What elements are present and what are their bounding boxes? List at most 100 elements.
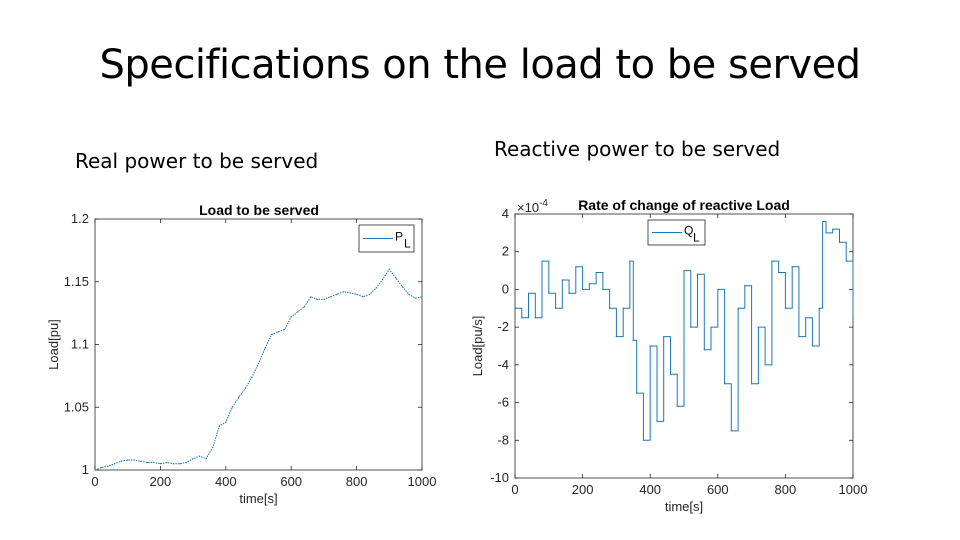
- data-point: [811, 345, 814, 347]
- data-point: [192, 458, 194, 460]
- data-point: [548, 292, 550, 294]
- data-point: [114, 463, 116, 465]
- data-point: [251, 376, 253, 378]
- data-point: [342, 291, 345, 293]
- data-point: [527, 292, 530, 294]
- legend-label: P: [395, 230, 403, 244]
- data-point: [649, 345, 651, 347]
- data-point: [297, 311, 299, 313]
- data-point: [218, 425, 220, 427]
- data-point: [94, 469, 96, 471]
- legend-label: Q: [684, 224, 693, 238]
- data-point: [791, 266, 793, 268]
- data-point: [323, 298, 325, 300]
- x-tick-label: 200: [150, 474, 172, 489]
- data-point: [744, 285, 746, 287]
- data-point: [140, 460, 142, 462]
- data-point: [316, 298, 318, 300]
- data-point: [395, 277, 397, 279]
- data-point: [284, 328, 286, 331]
- data-point: [602, 288, 604, 291]
- y-tick-label: -4: [497, 357, 509, 372]
- data-point: [730, 430, 732, 432]
- y-tick-label: 1.15: [64, 274, 89, 289]
- data-point: [561, 279, 563, 281]
- data-point: [568, 292, 570, 294]
- chart-title: Rate of change of reactive Load: [578, 197, 790, 213]
- data-point: [238, 396, 240, 398]
- x-tick-label: 600: [707, 482, 729, 497]
- data-point: [771, 260, 773, 262]
- data-point: [133, 459, 135, 461]
- data-point: [244, 387, 247, 390]
- x-tick-label: 800: [775, 482, 797, 497]
- data-point: [382, 278, 384, 280]
- data-point: [622, 307, 624, 309]
- data-point: [690, 326, 692, 328]
- data-point: [595, 271, 597, 274]
- data-point: [588, 283, 590, 285]
- y-tick-label: -6: [497, 395, 509, 410]
- data-point: [205, 458, 207, 460]
- data-point: [669, 373, 672, 375]
- data-point: [575, 266, 577, 268]
- data-point: [369, 293, 371, 295]
- data-point: [703, 349, 705, 351]
- data-point: [737, 307, 739, 309]
- data-point: [710, 326, 712, 328]
- data-point: [582, 288, 584, 291]
- y-axis-label: Load[pu/s]: [470, 316, 485, 377]
- data-point: [656, 420, 658, 423]
- data-point: [388, 268, 390, 270]
- data-point: [717, 288, 719, 291]
- data-point: [615, 335, 618, 338]
- y-tick-label: 1.05: [64, 399, 89, 414]
- x-tick-label: 0: [511, 482, 518, 497]
- data-point: [185, 461, 188, 464]
- data-point: [832, 228, 834, 230]
- y-tick-label: 1.1: [71, 337, 89, 352]
- legend-subscript: L: [404, 237, 411, 251]
- data-point: [609, 307, 611, 309]
- x-axis-label: time[s]: [239, 491, 277, 506]
- data-point: [120, 460, 122, 462]
- data-point: [805, 317, 807, 319]
- data-point: [100, 466, 103, 469]
- data-point: [818, 307, 820, 309]
- data-point: [310, 296, 312, 298]
- data-point: [270, 333, 273, 336]
- data-point: [642, 439, 645, 441]
- data-point: [629, 260, 631, 262]
- x-tick-label: 1000: [839, 482, 868, 497]
- y-tick-label: 1: [82, 462, 89, 477]
- x-tick-label: 600: [280, 474, 302, 489]
- data-point: [159, 463, 161, 465]
- data-point: [329, 296, 332, 298]
- y-tick-label: -8: [497, 432, 509, 447]
- data-point: [764, 364, 766, 366]
- x-tick-label: 0: [91, 474, 98, 489]
- data-point: [554, 307, 557, 309]
- y-tick-label: -2: [497, 319, 509, 334]
- data-point: [845, 260, 847, 262]
- data-point: [696, 273, 699, 275]
- y-axis-label: Load[pu]: [46, 319, 61, 370]
- data-point: [336, 293, 338, 295]
- data-point: [534, 317, 536, 319]
- data-point: [257, 362, 260, 364]
- data-point: [414, 297, 417, 299]
- data-point: [784, 307, 787, 309]
- data-point: [153, 461, 155, 464]
- slide-title: Specifications on the load to be served: [99, 42, 861, 88]
- data-point: [723, 383, 726, 385]
- data-point: [127, 459, 129, 461]
- y-tick-label: -10: [490, 470, 509, 485]
- data-point: [179, 463, 181, 465]
- y-tick-label: 0: [502, 281, 509, 296]
- x-tick-label: 400: [639, 482, 661, 497]
- data-point: [838, 241, 841, 243]
- y-exponent-label: ×10-4: [517, 198, 548, 215]
- data-point: [683, 269, 685, 272]
- data-point: [825, 232, 827, 234]
